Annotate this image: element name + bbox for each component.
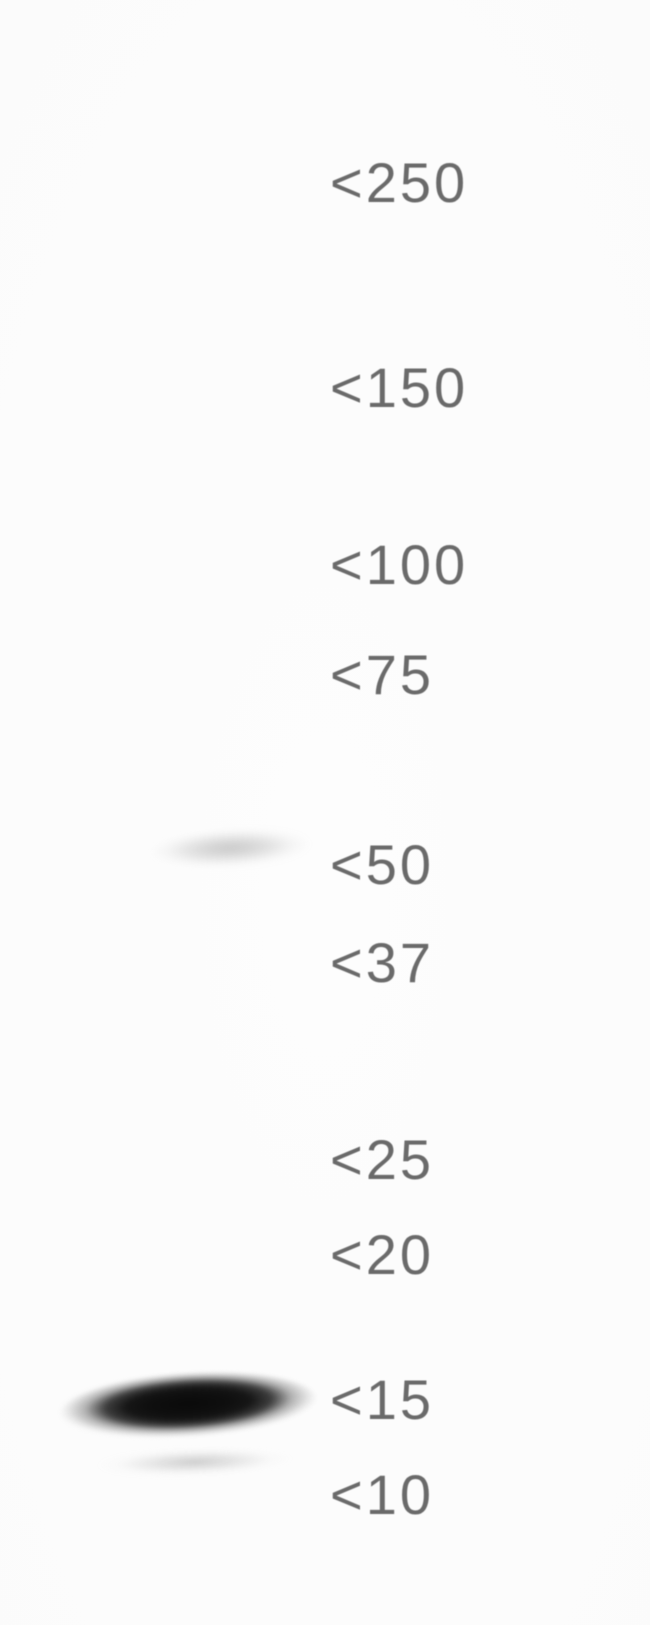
marker-label-15: <15 [330, 1367, 434, 1432]
band-strong-15kda [59, 1366, 317, 1443]
marker-label-75: <75 [330, 642, 434, 707]
marker-label-100: <100 [330, 532, 468, 597]
western-blot-figure: <250 <150 <100 <75 <50 <37 <25 <20 <15 <… [0, 0, 650, 1625]
marker-label-150: <150 [330, 355, 468, 420]
band-faint-50kda [139, 822, 321, 873]
band-ghost-sub15 [95, 1445, 296, 1480]
marker-label-20: <20 [330, 1222, 434, 1287]
marker-label-250: <250 [330, 150, 468, 215]
marker-label-25: <25 [330, 1127, 434, 1192]
marker-label-37: <37 [330, 930, 434, 995]
marker-label-50: <50 [330, 832, 434, 897]
marker-label-10: <10 [330, 1462, 434, 1527]
